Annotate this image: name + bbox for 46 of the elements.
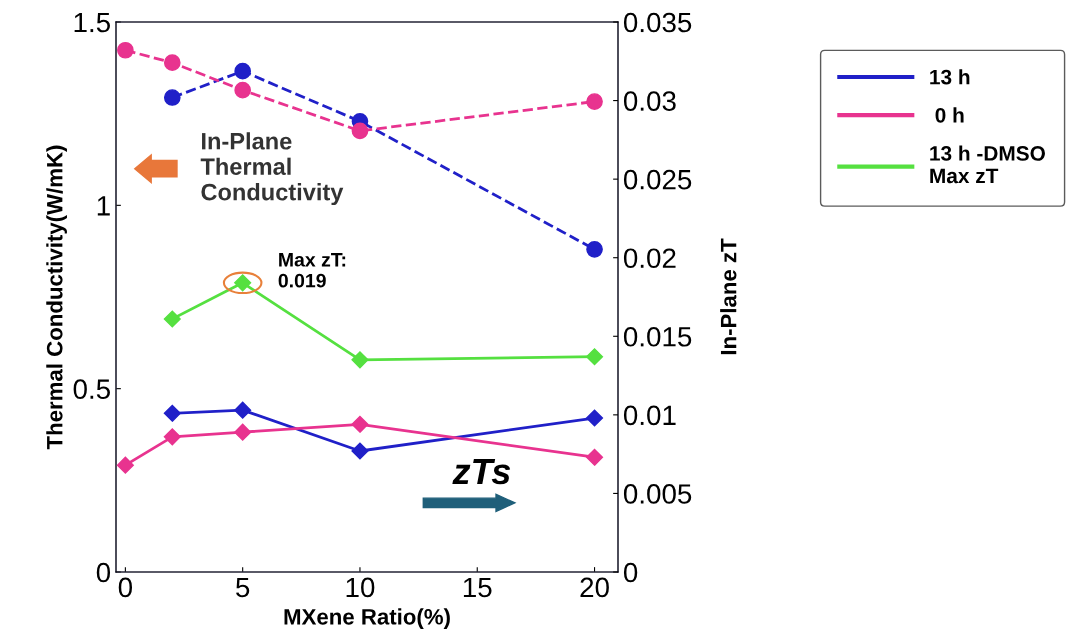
annotation: zTs bbox=[452, 459, 511, 485]
y-tick-label: 0 bbox=[96, 562, 111, 583]
point bbox=[117, 41, 134, 59]
y-tick-label: 1 bbox=[97, 196, 110, 216]
y2-tick-label: 0.035 bbox=[623, 12, 692, 33]
annotation: In-Plane Thermal Conductivity bbox=[200, 132, 344, 206]
y2-tick-label: 0.02 bbox=[623, 248, 676, 269]
y-tick-label: 1.5 bbox=[74, 12, 110, 33]
y2-tick-label: 0.025 bbox=[623, 169, 692, 190]
point bbox=[351, 415, 369, 433]
legend-label: 0 h bbox=[935, 107, 964, 123]
point bbox=[585, 448, 604, 466]
point bbox=[585, 348, 604, 366]
point bbox=[163, 89, 181, 106]
x-tick-label: 20 bbox=[580, 577, 609, 598]
y2-tick-label: 0.015 bbox=[623, 326, 692, 347]
x-axis-title: MXene Ratio(%) bbox=[284, 608, 450, 630]
y2-tick-label: 0.03 bbox=[623, 91, 676, 111]
point bbox=[116, 456, 134, 474]
y2-tick-label: 0.005 bbox=[623, 484, 692, 504]
point bbox=[586, 93, 603, 110]
x-tick-label: 15 bbox=[463, 577, 492, 598]
point bbox=[234, 62, 252, 80]
y2-axis-title: In-Plane zT bbox=[720, 238, 737, 355]
point bbox=[234, 423, 252, 441]
y-tick-label: 0.5 bbox=[73, 379, 110, 400]
point bbox=[163, 404, 181, 422]
point bbox=[163, 428, 181, 446]
y2-tick-label: 0 bbox=[623, 562, 638, 583]
point bbox=[351, 351, 369, 369]
point bbox=[163, 310, 181, 328]
point bbox=[234, 401, 252, 419]
legend-label: 13 h bbox=[930, 69, 970, 85]
point bbox=[586, 240, 603, 258]
x-tick-label: 5 bbox=[236, 577, 250, 598]
x-tick-label: 10 bbox=[346, 577, 375, 598]
point bbox=[234, 81, 252, 99]
legend-label: 13 h -DMSO Max zT bbox=[930, 145, 1045, 184]
point bbox=[585, 409, 604, 427]
point bbox=[351, 442, 369, 460]
x-tick-label: 0 bbox=[118, 577, 133, 598]
point bbox=[163, 54, 181, 72]
annotation: Max zT: 0.019 bbox=[278, 253, 346, 288]
y-axis-title: Thermal Conductivity(W/mK) bbox=[46, 145, 67, 450]
point bbox=[351, 122, 369, 140]
y2-tick-label: 0.01 bbox=[623, 405, 676, 426]
